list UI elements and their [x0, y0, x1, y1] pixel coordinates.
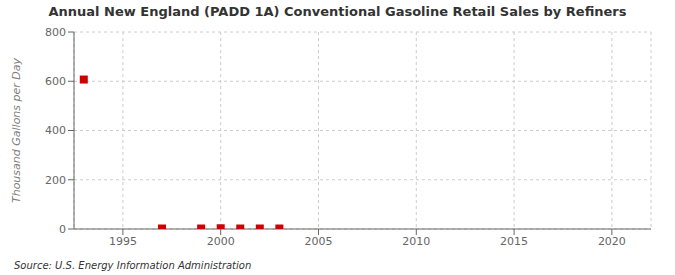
svg-text:2000: 2000 — [207, 235, 235, 248]
html-text:Annual New England (PADD 1A) C: Annual New England (PADD 1A) Conventiona… — [48, 4, 627, 19]
svg-text:400: 400 — [45, 124, 66, 137]
svg-text:2015: 2015 — [500, 235, 528, 248]
svg-text:2005: 2005 — [304, 235, 332, 248]
svg-text:600: 600 — [45, 75, 66, 88]
html-text:Source: U.S. Energy Informatio: Source: U.S. Energy Information Administ… — [14, 260, 252, 271]
svg-text:0: 0 — [59, 223, 66, 236]
svg-text:2020: 2020 — [598, 235, 626, 248]
svg-text:2010: 2010 — [402, 235, 430, 248]
svg-text:800: 800 — [45, 26, 66, 39]
svg-text:Thousand Gallons per Day: Thousand Gallons per Day — [10, 57, 23, 203]
svg-text:1995: 1995 — [109, 235, 137, 248]
svg-text:200: 200 — [45, 174, 66, 187]
